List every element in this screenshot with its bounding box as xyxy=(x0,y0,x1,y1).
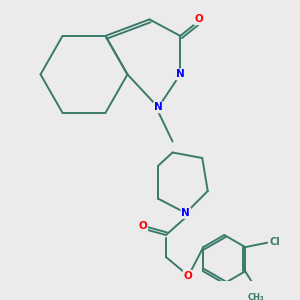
Text: O: O xyxy=(184,271,192,281)
Text: N: N xyxy=(182,208,190,218)
Text: N: N xyxy=(176,69,184,80)
Text: CH₃: CH₃ xyxy=(248,293,265,300)
Text: O: O xyxy=(195,14,203,24)
Text: Cl: Cl xyxy=(269,237,280,247)
Text: N: N xyxy=(154,102,163,112)
Text: O: O xyxy=(139,221,147,231)
